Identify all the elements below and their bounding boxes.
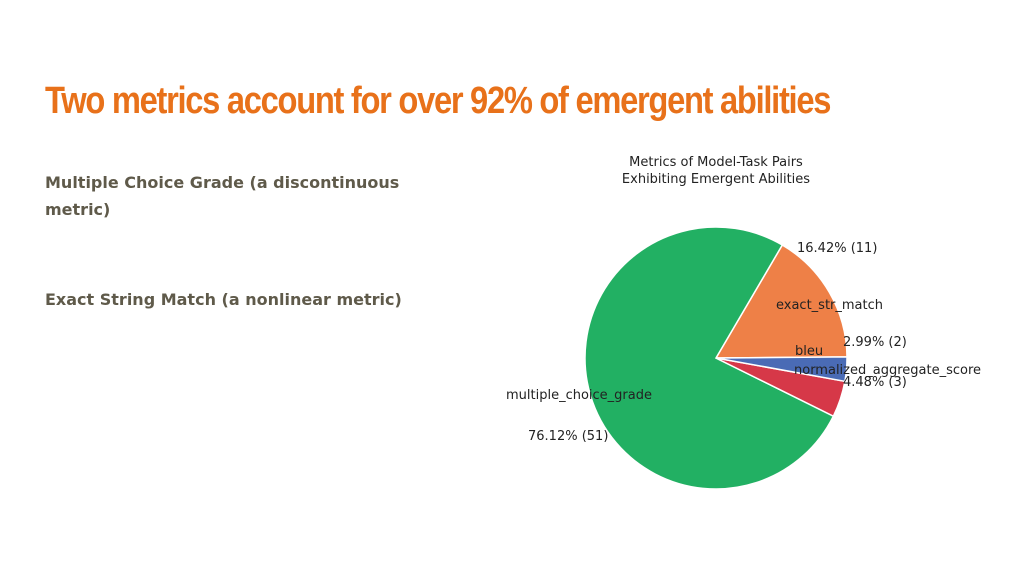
pie-slices (584, 226, 848, 490)
slice-label-normalized-aggregate-score: normalized_aggregate_score (794, 363, 981, 378)
slice-value-multiple-choice-grade: 76.12% (51) (528, 429, 608, 444)
slice-value-bleu: 2.99% (2) (843, 335, 907, 350)
chart-title-line-2: Exhibiting Emergent Abilities (622, 172, 810, 187)
bullet-multiple-choice-grade: Multiple Choice Grade (a discontinuous m… (45, 173, 400, 219)
slice-label-exact-str-match: exact_str_match (776, 298, 883, 313)
chart-title-line-1: Metrics of Model-Task Pairs (629, 155, 803, 170)
pie-labels: multiple_choice_grade 76.12% (51) exact_st… (506, 241, 981, 444)
slide-title: Two metrics account for over 92% of emer… (45, 80, 831, 122)
pie-slice-exact-str-match (714, 243, 848, 359)
slice-value-normalized-aggregate-score: 4.48% (3) (843, 375, 907, 390)
pie-slice-bleu (715, 356, 848, 383)
bullet-exact-string-match: Exact String Match (a nonlinear metric) (45, 290, 402, 309)
slice-label-bleu: bleu (795, 344, 823, 359)
slice-value-exact-str-match: 16.42% (11) (797, 241, 877, 256)
slice-label-multiple-choice-grade: multiple_choice_grade (506, 388, 652, 403)
pie-slice-multiple-choice-grade (584, 226, 835, 490)
pie-chart: Metrics of Model-Task Pairs Exhibiting E… (506, 155, 981, 490)
